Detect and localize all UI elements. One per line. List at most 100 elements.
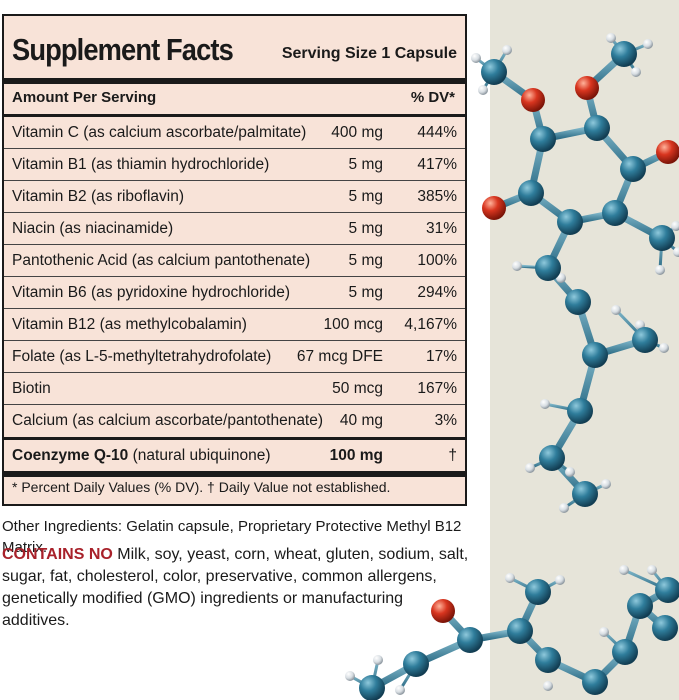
nutrient-amount: 400 mg <box>331 124 383 141</box>
oxygen-atom <box>482 196 506 220</box>
hydrogen-atom <box>395 685 405 695</box>
row-divider <box>4 404 465 405</box>
carbon-atom <box>632 327 658 353</box>
nutrient-row: Vitamin B6 (as pyridoxine hydrochloride)… <box>4 277 465 309</box>
hydrogen-atom <box>611 305 621 315</box>
oxygen-atom <box>521 88 545 112</box>
nutrient-daily-value: 4,167% <box>404 316 457 333</box>
carbon-atom <box>403 651 429 677</box>
hydrogen-atom <box>373 655 383 665</box>
carbon-atom <box>525 579 551 605</box>
carbon-atom <box>572 481 598 507</box>
serving-size: Serving Size 1 Capsule <box>281 45 457 62</box>
carbon-atom <box>612 639 638 665</box>
hydrogen-atom <box>565 467 575 477</box>
nutrient-amount: 5 mg <box>348 252 383 269</box>
carbon-atom <box>611 41 637 67</box>
nutrient-daily-value: 3% <box>434 412 457 429</box>
carbon-atom <box>535 255 561 281</box>
nutrient-amount: 5 mg <box>348 284 383 301</box>
carbon-atom <box>457 627 483 653</box>
hydrogen-atom <box>643 39 653 49</box>
hydrogen-atom <box>599 627 609 637</box>
nutrient-amount: 5 mg <box>348 220 383 237</box>
nutrient-daily-value: 294% <box>417 284 457 301</box>
nutrient-amount: 50 mcg <box>332 380 383 397</box>
nutrient-name: Vitamin B12 (as methylcobalamin) <box>12 316 247 333</box>
nutrient-name: Coenzyme Q-10 (natural ubiquinone) <box>12 447 271 464</box>
carbon-atom <box>565 289 591 315</box>
contains-no-list: Milk, soy, yeast, corn, wheat, gluten, s… <box>2 546 469 629</box>
amount-header-row: Amount Per Serving % DV* <box>4 84 465 116</box>
contains-no-statement: CONTAINS NO Milk, soy, yeast, corn, whea… <box>2 544 472 632</box>
nutrient-row: Vitamin B12 (as methylcobalamin) 100 mcg 4… <box>4 309 465 341</box>
nutrient-row: Vitamin B1 (as thiamin hydrochloride) 5 m… <box>4 149 465 181</box>
carbon-atom <box>557 209 583 235</box>
oxygen-atom <box>575 76 599 100</box>
carbon-atom <box>649 225 675 251</box>
divider-medium <box>4 437 465 440</box>
row-divider <box>4 180 465 181</box>
row-divider <box>4 212 465 213</box>
daily-value-footnote: * Percent Daily Values (% DV). † Daily V… <box>12 479 391 495</box>
hydrogen-atom <box>543 681 553 691</box>
carbon-atom <box>627 593 653 619</box>
nutrient-row: Folate (as L-5-methyltetrahydrofolate) 67… <box>4 341 465 373</box>
hydrogen-atom <box>478 85 488 95</box>
nutrient-daily-value: 100% <box>417 252 457 269</box>
nutrient-name: Biotin <box>12 380 51 397</box>
hydrogen-atom <box>601 479 611 489</box>
panel-title: Supplement Facts <box>12 32 234 67</box>
nutrient-name: Vitamin C (as calcium ascorbate/palmitat… <box>12 124 307 141</box>
nutrient-name: Pantothenic Acid (as calcium pantothenat… <box>12 252 311 269</box>
nutrient-row-coq10: Coenzyme Q-10 (natural ubiquinone) 100 m… <box>4 440 465 472</box>
supplement-facts-panel: Supplement Facts Serving Size 1 Capsule … <box>2 14 467 506</box>
nutrient-name: Vitamin B2 (as riboflavin) <box>12 188 185 205</box>
row-divider <box>4 276 465 277</box>
hydrogen-atom <box>619 565 629 575</box>
carbon-atom <box>652 615 678 641</box>
nutrient-daily-value: † <box>448 447 457 464</box>
hydrogen-atom <box>655 265 665 275</box>
hydrogen-atom <box>555 575 565 585</box>
nutrient-amount: 100 mg <box>329 447 383 464</box>
oxygen-atom <box>431 599 455 623</box>
nutrient-name: Calcium (as calcium ascorbate/pantothena… <box>12 412 324 429</box>
nutrient-amount: 100 mcg <box>323 316 383 333</box>
nutrient-row: Niacin (as niacinamide) 5 mg 31% <box>4 213 465 245</box>
nutrient-row: Pantothenic Acid (as calcium pantothenat… <box>4 245 465 277</box>
nutrient-amount: 67 mcg DFE <box>296 348 383 365</box>
hydrogen-atom <box>471 53 481 63</box>
nutrient-daily-value: 17% <box>425 348 457 365</box>
amount-per-serving-header: Amount Per Serving <box>12 89 157 106</box>
row-divider <box>4 372 465 373</box>
nutrient-name: Niacin (as niacinamide) <box>12 220 174 237</box>
divider-medium <box>4 114 465 117</box>
divider-thick <box>4 78 465 84</box>
nutrient-daily-value: 444% <box>417 124 457 141</box>
row-divider <box>4 340 465 341</box>
row-divider <box>4 148 465 149</box>
nutrient-name: Folate (as L-5-methyltetrahydrofolate) <box>12 348 272 365</box>
hydrogen-atom <box>505 573 515 583</box>
carbon-atom <box>584 115 610 141</box>
carbon-atom <box>535 647 561 673</box>
nutrient-amount: 5 mg <box>348 156 383 173</box>
row-divider <box>4 308 465 309</box>
carbon-atom <box>602 200 628 226</box>
carbon-atom <box>518 180 544 206</box>
carbon-atom <box>359 675 385 700</box>
hydrogen-atom <box>631 67 641 77</box>
daily-value-header: % DV* <box>410 89 455 106</box>
carbon-atom <box>620 156 646 182</box>
carbon-atom <box>655 577 679 603</box>
hydrogen-atom <box>559 503 569 513</box>
hydrogen-atom <box>512 261 522 271</box>
nutrient-daily-value: 31% <box>425 220 457 237</box>
nutrient-row: Vitamin C (as calcium ascorbate/palmitat… <box>4 117 465 149</box>
title-row: Supplement Facts Serving Size 1 Capsule <box>4 16 465 76</box>
carbon-atom <box>539 445 565 471</box>
oxygen-atom <box>656 140 679 164</box>
contains-no-heading: CONTAINS NO <box>2 546 113 563</box>
